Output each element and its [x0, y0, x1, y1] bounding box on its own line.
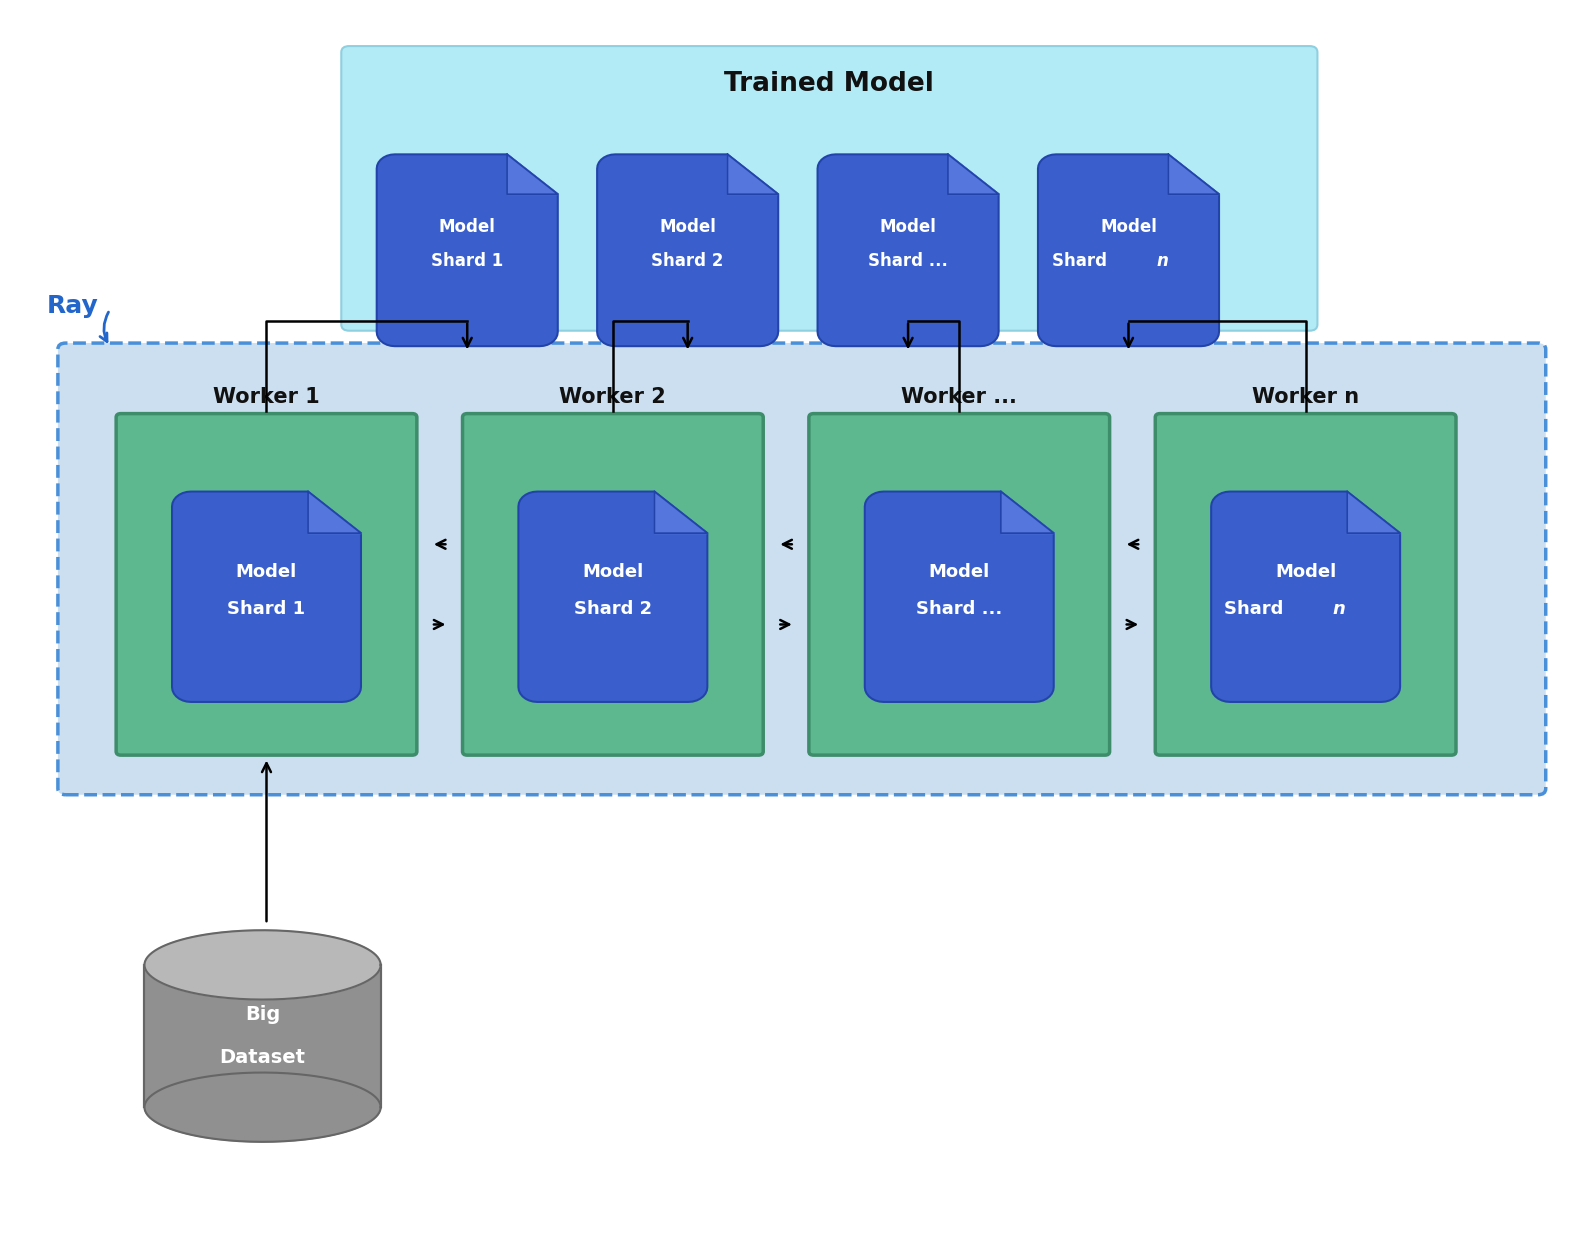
Polygon shape	[144, 1073, 381, 1142]
Text: Shard 1: Shard 1	[431, 252, 504, 270]
PathPatch shape	[597, 154, 779, 346]
FancyBboxPatch shape	[809, 414, 1109, 756]
Text: Model: Model	[659, 218, 716, 236]
Text: Model: Model	[1100, 218, 1157, 236]
Text: Shard 1: Shard 1	[228, 600, 305, 619]
Text: Worker 1: Worker 1	[213, 388, 319, 408]
Text: Model: Model	[439, 218, 496, 236]
FancyBboxPatch shape	[1155, 414, 1457, 756]
Text: n: n	[1157, 252, 1168, 270]
Text: Shard ...: Shard ...	[916, 600, 1002, 619]
PathPatch shape	[376, 154, 558, 346]
Text: Worker ...: Worker ...	[901, 388, 1018, 408]
PathPatch shape	[1038, 154, 1220, 346]
Text: Model: Model	[929, 563, 991, 580]
FancyBboxPatch shape	[117, 414, 417, 756]
Polygon shape	[144, 965, 381, 1108]
PathPatch shape	[1212, 491, 1400, 702]
PathPatch shape	[518, 491, 708, 702]
Polygon shape	[1348, 491, 1400, 533]
Text: Shard 2: Shard 2	[651, 252, 724, 270]
Text: Shard: Shard	[1052, 252, 1112, 270]
Text: Ray: Ray	[47, 293, 98, 318]
Text: Trained Model: Trained Model	[724, 71, 934, 97]
Text: Worker 2: Worker 2	[559, 388, 667, 408]
FancyBboxPatch shape	[341, 46, 1318, 331]
Text: Model: Model	[583, 563, 643, 580]
Text: Shard: Shard	[1224, 600, 1289, 619]
FancyBboxPatch shape	[463, 414, 763, 756]
Polygon shape	[308, 491, 360, 533]
Polygon shape	[948, 154, 999, 194]
Text: Dataset: Dataset	[220, 1048, 305, 1068]
Polygon shape	[654, 491, 708, 533]
Text: Shard ...: Shard ...	[867, 252, 948, 270]
Text: Model: Model	[1275, 563, 1337, 580]
Text: Big: Big	[245, 1004, 280, 1024]
Text: Model: Model	[235, 563, 297, 580]
FancyBboxPatch shape	[58, 343, 1545, 794]
Text: Shard 2: Shard 2	[574, 600, 653, 619]
Polygon shape	[1168, 154, 1220, 194]
Text: Worker n: Worker n	[1251, 388, 1359, 408]
PathPatch shape	[817, 154, 999, 346]
Polygon shape	[507, 154, 558, 194]
Polygon shape	[1000, 491, 1054, 533]
PathPatch shape	[172, 491, 360, 702]
Text: Model: Model	[880, 218, 937, 236]
Text: n: n	[1332, 600, 1345, 619]
PathPatch shape	[864, 491, 1054, 702]
Polygon shape	[727, 154, 779, 194]
Polygon shape	[144, 930, 381, 999]
